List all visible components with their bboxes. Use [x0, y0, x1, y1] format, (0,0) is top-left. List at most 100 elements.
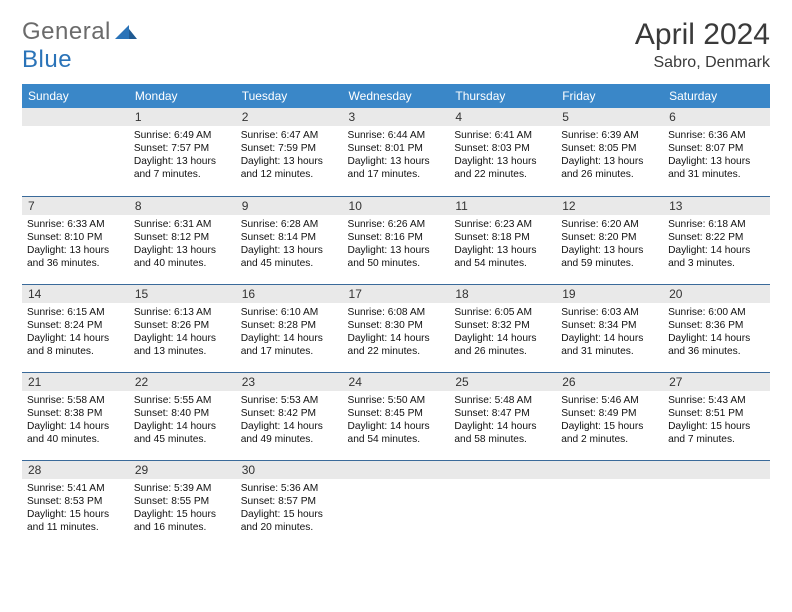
day-body: Sunrise: 6:03 AMSunset: 8:34 PMDaylight:…: [556, 303, 663, 362]
sunset-line: Sunset: 8:01 PM: [348, 142, 445, 155]
day-number: [22, 108, 129, 126]
sunrise-line: Sunrise: 6:39 AM: [561, 129, 658, 142]
daylight-line: Daylight: 13 hours and 26 minutes.: [561, 155, 658, 181]
daylight-line: Daylight: 14 hours and 8 minutes.: [27, 332, 124, 358]
sunrise-line: Sunrise: 6:31 AM: [134, 218, 231, 231]
sunrise-line: Sunrise: 6:26 AM: [348, 218, 445, 231]
day-number: 8: [129, 197, 236, 215]
sunset-line: Sunset: 8:16 PM: [348, 231, 445, 244]
sunrise-line: Sunrise: 6:00 AM: [668, 306, 765, 319]
sunset-line: Sunset: 8:32 PM: [454, 319, 551, 332]
day-body: Sunrise: 6:39 AMSunset: 8:05 PMDaylight:…: [556, 126, 663, 185]
sunrise-line: Sunrise: 6:18 AM: [668, 218, 765, 231]
calendar-week: 21Sunrise: 5:58 AMSunset: 8:38 PMDayligh…: [22, 372, 770, 460]
calendar-cell: 4Sunrise: 6:41 AMSunset: 8:03 PMDaylight…: [449, 108, 556, 196]
calendar-cell: 24Sunrise: 5:50 AMSunset: 8:45 PMDayligh…: [343, 372, 450, 460]
day-number: 25: [449, 373, 556, 391]
brand-glyph-icon: [115, 18, 137, 45]
sunset-line: Sunset: 8:14 PM: [241, 231, 338, 244]
daylight-line: Daylight: 14 hours and 3 minutes.: [668, 244, 765, 270]
sunset-line: Sunset: 8:40 PM: [134, 407, 231, 420]
day-number: [663, 461, 770, 479]
sunset-line: Sunset: 8:10 PM: [27, 231, 124, 244]
calendar-cell: 28Sunrise: 5:41 AMSunset: 8:53 PMDayligh…: [22, 460, 129, 548]
sunrise-line: Sunrise: 5:58 AM: [27, 394, 124, 407]
sunset-line: Sunset: 8:24 PM: [27, 319, 124, 332]
sunrise-line: Sunrise: 6:05 AM: [454, 306, 551, 319]
day-body: Sunrise: 5:43 AMSunset: 8:51 PMDaylight:…: [663, 391, 770, 450]
calendar-week: 14Sunrise: 6:15 AMSunset: 8:24 PMDayligh…: [22, 284, 770, 372]
day-body: Sunrise: 6:33 AMSunset: 8:10 PMDaylight:…: [22, 215, 129, 274]
sunrise-line: Sunrise: 6:44 AM: [348, 129, 445, 142]
calendar-cell: 3Sunrise: 6:44 AMSunset: 8:01 PMDaylight…: [343, 108, 450, 196]
sunset-line: Sunset: 8:18 PM: [454, 231, 551, 244]
daylight-line: Daylight: 13 hours and 7 minutes.: [134, 155, 231, 181]
sunset-line: Sunset: 8:38 PM: [27, 407, 124, 420]
dow-header: Saturday: [663, 84, 770, 108]
calendar-cell: 16Sunrise: 6:10 AMSunset: 8:28 PMDayligh…: [236, 284, 343, 372]
dow-header: Monday: [129, 84, 236, 108]
calendar-cell: 12Sunrise: 6:20 AMSunset: 8:20 PMDayligh…: [556, 196, 663, 284]
sunrise-line: Sunrise: 6:13 AM: [134, 306, 231, 319]
day-body: Sunrise: 5:48 AMSunset: 8:47 PMDaylight:…: [449, 391, 556, 450]
day-number: 15: [129, 285, 236, 303]
day-body: Sunrise: 6:15 AMSunset: 8:24 PMDaylight:…: [22, 303, 129, 362]
daylight-line: Daylight: 15 hours and 20 minutes.: [241, 508, 338, 534]
brand-logo: GeneralBlue: [22, 18, 137, 74]
calendar-cell: 8 Sunrise: 6:31 AMSunset: 8:12 PMDaylight…: [129, 196, 236, 284]
day-body: Sunrise: 6:13 AMSunset: 8:26 PMDaylight:…: [129, 303, 236, 362]
sunset-line: Sunset: 8:53 PM: [27, 495, 124, 508]
sunset-line: Sunset: 8:36 PM: [668, 319, 765, 332]
day-number: 28: [22, 461, 129, 479]
calendar-cell: 26Sunrise: 5:46 AMSunset: 8:49 PMDayligh…: [556, 372, 663, 460]
daylight-line: Daylight: 14 hours and 40 minutes.: [27, 420, 124, 446]
day-number: 4: [449, 108, 556, 126]
day-number: 22: [129, 373, 236, 391]
sunset-line: Sunset: 8:12 PM: [134, 231, 231, 244]
sunrise-line: Sunrise: 5:50 AM: [348, 394, 445, 407]
day-body: Sunrise: 6:47 AMSunset: 7:59 PMDaylight:…: [236, 126, 343, 185]
day-number: 7: [22, 197, 129, 215]
day-number: 6: [663, 108, 770, 126]
daylight-line: Daylight: 13 hours and 40 minutes.: [134, 244, 231, 270]
calendar-cell: 6Sunrise: 6:36 AMSunset: 8:07 PMDaylight…: [663, 108, 770, 196]
daylight-line: Daylight: 14 hours and 49 minutes.: [241, 420, 338, 446]
dow-header: Wednesday: [343, 84, 450, 108]
calendar-body: 1Sunrise: 6:49 AMSunset: 7:57 PMDaylight…: [22, 108, 770, 548]
daylight-line: Daylight: 14 hours and 17 minutes.: [241, 332, 338, 358]
day-number: 20: [663, 285, 770, 303]
month-title: April 2024: [635, 18, 770, 52]
day-body: Sunrise: 6:05 AMSunset: 8:32 PMDaylight:…: [449, 303, 556, 362]
sunset-line: Sunset: 8:07 PM: [668, 142, 765, 155]
daylight-line: Daylight: 13 hours and 36 minutes.: [27, 244, 124, 270]
daylight-line: Daylight: 14 hours and 22 minutes.: [348, 332, 445, 358]
sunset-line: Sunset: 8:57 PM: [241, 495, 338, 508]
sunrise-line: Sunrise: 6:36 AM: [668, 129, 765, 142]
calendar-cell: 25Sunrise: 5:48 AMSunset: 8:47 PMDayligh…: [449, 372, 556, 460]
sunset-line: Sunset: 8:22 PM: [668, 231, 765, 244]
daylight-line: Daylight: 15 hours and 11 minutes.: [27, 508, 124, 534]
page-header: GeneralBlue April 2024 Sabro, Denmark: [22, 18, 770, 74]
day-number: 26: [556, 373, 663, 391]
daylight-line: Daylight: 14 hours and 31 minutes.: [561, 332, 658, 358]
day-body: Sunrise: 5:58 AMSunset: 8:38 PMDaylight:…: [22, 391, 129, 450]
day-number: 19: [556, 285, 663, 303]
sunrise-line: Sunrise: 6:15 AM: [27, 306, 124, 319]
sunrise-line: Sunrise: 6:28 AM: [241, 218, 338, 231]
sunset-line: Sunset: 7:57 PM: [134, 142, 231, 155]
day-body: Sunrise: 5:46 AMSunset: 8:49 PMDaylight:…: [556, 391, 663, 450]
daylight-line: Daylight: 15 hours and 7 minutes.: [668, 420, 765, 446]
sunset-line: Sunset: 8:34 PM: [561, 319, 658, 332]
day-number: [556, 461, 663, 479]
daylight-line: Daylight: 13 hours and 22 minutes.: [454, 155, 551, 181]
day-body: Sunrise: 6:23 AMSunset: 8:18 PMDaylight:…: [449, 215, 556, 274]
daylight-line: Daylight: 13 hours and 54 minutes.: [454, 244, 551, 270]
day-number: 1: [129, 108, 236, 126]
day-number: 23: [236, 373, 343, 391]
sunset-line: Sunset: 8:20 PM: [561, 231, 658, 244]
sunrise-line: Sunrise: 6:20 AM: [561, 218, 658, 231]
day-body: Sunrise: 5:39 AMSunset: 8:55 PMDaylight:…: [129, 479, 236, 538]
day-number: [449, 461, 556, 479]
calendar-cell: [663, 460, 770, 548]
daylight-line: Daylight: 13 hours and 59 minutes.: [561, 244, 658, 270]
